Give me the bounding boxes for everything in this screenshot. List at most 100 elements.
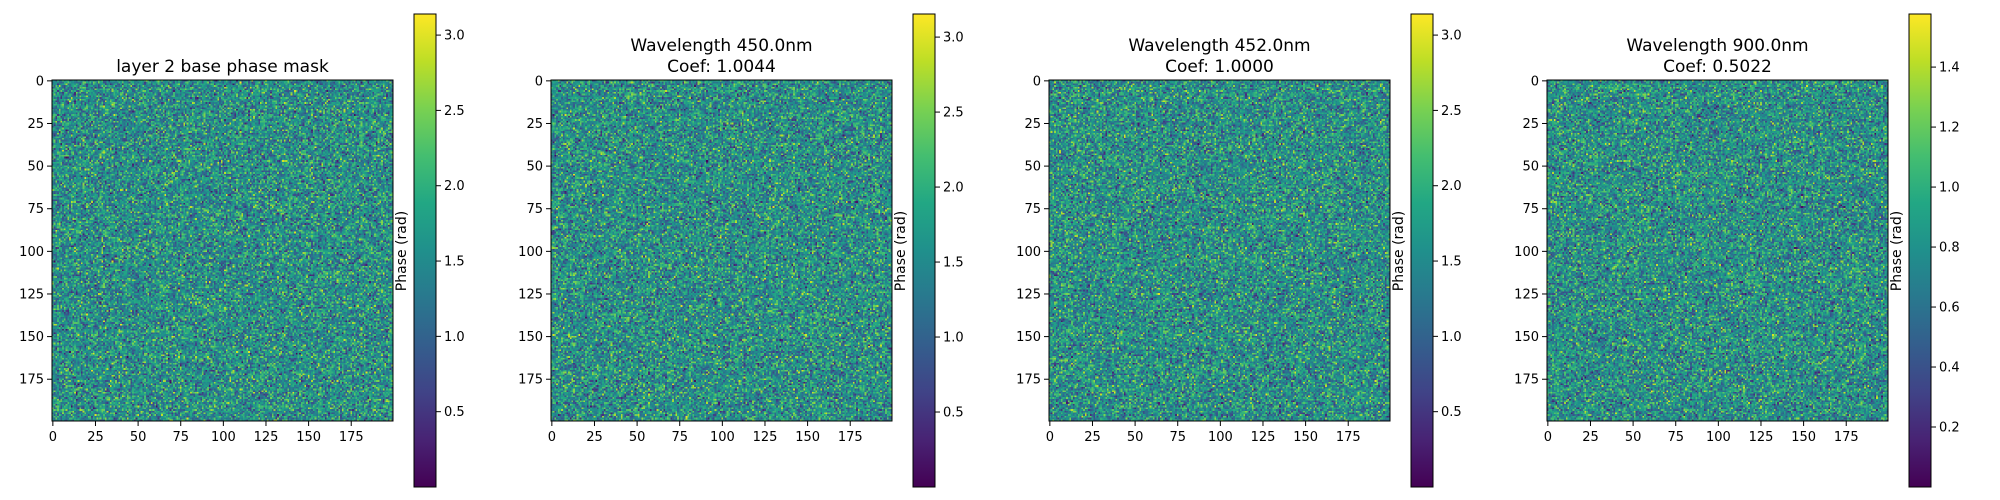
subplot-title: Wavelength 450.0nm xyxy=(630,36,812,56)
y-tick-label: 150 xyxy=(518,330,543,345)
y-tick-label: 100 xyxy=(518,245,543,260)
phase-heatmap xyxy=(551,80,892,421)
colorbar-tick-label: 2.0 xyxy=(444,179,465,194)
colorbar-tick-label: 1.4 xyxy=(1939,61,1960,76)
colorbar-tick-label: 1.0 xyxy=(444,330,465,345)
colorbar-tick-label: 3.0 xyxy=(1441,29,1462,44)
x-tick-label: 125 xyxy=(1749,430,1774,445)
plot-frame xyxy=(1546,79,1889,422)
y-tick-label: 100 xyxy=(1016,245,1041,260)
x-tick-label: 25 xyxy=(586,430,603,445)
subplot-1: layer 2 base phase mask 0 25 50 75 100 125 150 1… xyxy=(19,13,465,488)
x-tick-label: 175 xyxy=(339,430,364,445)
x-tick-label: 75 xyxy=(172,430,189,445)
y-tick-label: 25 xyxy=(1024,117,1041,132)
y-tick-label: 0 xyxy=(535,74,543,89)
x-tick-label: 0 xyxy=(1046,430,1054,445)
colorbar-tick-label: 2.0 xyxy=(943,181,964,196)
y-tick-label: 0 xyxy=(36,74,44,89)
plot-frame xyxy=(51,79,394,422)
y-tick-label: 75 xyxy=(526,202,543,217)
colorbar-frame xyxy=(413,13,437,488)
colorbar-tick-label: 1.5 xyxy=(943,256,964,271)
y-tick-label: 100 xyxy=(1514,245,1539,260)
x-tick-label: 100 xyxy=(211,430,236,445)
colorbar xyxy=(913,14,935,487)
colorbar-tick-label: 3.0 xyxy=(943,31,964,46)
colorbar-tick-label: 2.5 xyxy=(1441,104,1462,119)
y-tick-label: 75 xyxy=(1024,202,1041,217)
colorbar-label: Phase (rad) xyxy=(394,211,410,291)
x-tick-label: 175 xyxy=(1834,430,1859,445)
subplot-title: Coef: 1.0000 xyxy=(1165,57,1274,77)
colorbar-label: Phase (rad) xyxy=(1391,211,1407,291)
y-tick-label: 175 xyxy=(518,373,543,388)
colorbar-tick-label: 1.0 xyxy=(943,331,964,346)
colorbar-tick-label: 1.0 xyxy=(1939,181,1960,196)
colorbar-tick-label: 0.5 xyxy=(943,406,964,421)
colorbar-tick-label: 0.4 xyxy=(1939,361,1960,376)
colorbar-tick-label: 0.5 xyxy=(1441,405,1462,420)
y-tick-label: 0 xyxy=(1531,74,1539,89)
y-tick-label: 75 xyxy=(1522,202,1539,217)
colorbar-tick-label: 0.5 xyxy=(444,405,465,420)
colorbar-tick-label: 1.5 xyxy=(444,255,465,270)
x-tick-label: 50 xyxy=(1127,430,1144,445)
colorbar-frame xyxy=(912,13,936,488)
x-tick-label: 50 xyxy=(130,430,147,445)
colorbar-tick-label: 1.0 xyxy=(1441,330,1462,345)
colorbar-tick-label: 2.0 xyxy=(1441,179,1462,194)
y-tick-label: 125 xyxy=(1514,287,1539,302)
x-tick-label: 0 xyxy=(548,430,556,445)
subplot-title: Coef: 0.5022 xyxy=(1663,57,1772,77)
x-tick-label: 75 xyxy=(1667,430,1684,445)
subplot-title: layer 2 base phase mask xyxy=(116,57,329,77)
y-tick-label: 150 xyxy=(19,330,44,345)
x-tick-label: 125 xyxy=(753,430,778,445)
x-tick-label: 175 xyxy=(1336,430,1361,445)
x-tick-label: 150 xyxy=(795,430,820,445)
colorbar-tick-label: 3.0 xyxy=(444,29,465,44)
x-tick-label: 25 xyxy=(1582,430,1599,445)
x-tick-label: 100 xyxy=(710,430,735,445)
x-tick-label: 50 xyxy=(629,430,646,445)
subplot-title: Coef: 1.0044 xyxy=(667,57,776,77)
x-tick-label: 100 xyxy=(1208,430,1233,445)
colorbar-tick-label: 1.5 xyxy=(1441,255,1462,270)
colorbar xyxy=(1411,14,1433,487)
subplot-title: Wavelength 452.0nm xyxy=(1128,36,1310,56)
x-tick-label: 0 xyxy=(49,430,57,445)
y-tick-label: 25 xyxy=(27,117,44,132)
y-tick-label: 125 xyxy=(1016,287,1041,302)
y-tick-label: 75 xyxy=(27,202,44,217)
phase-heatmap xyxy=(52,80,393,421)
y-tick-label: 175 xyxy=(1016,373,1041,388)
y-tick-label: 150 xyxy=(1016,330,1041,345)
colorbar-tick-label: 0.2 xyxy=(1939,421,1960,436)
x-tick-label: 150 xyxy=(296,430,321,445)
y-tick-label: 125 xyxy=(518,287,543,302)
colorbar-label: Phase (rad) xyxy=(893,211,909,291)
y-tick-label: 50 xyxy=(27,160,44,175)
y-tick-label: 150 xyxy=(1514,330,1539,345)
y-tick-label: 100 xyxy=(19,245,44,260)
x-tick-label: 0 xyxy=(1544,430,1552,445)
x-tick-label: 25 xyxy=(1084,430,1101,445)
colorbar-tick-label: 1.2 xyxy=(1939,121,1960,136)
subplot-title: Wavelength 900.0nm xyxy=(1626,36,1808,56)
y-tick-label: 25 xyxy=(526,117,543,132)
x-tick-label: 125 xyxy=(254,430,279,445)
x-tick-label: 25 xyxy=(87,430,104,445)
x-tick-label: 150 xyxy=(1791,430,1816,445)
y-tick-label: 50 xyxy=(1522,160,1539,175)
x-tick-label: 75 xyxy=(671,430,688,445)
x-tick-label: 150 xyxy=(1293,430,1318,445)
colorbar-tick-label: 0.6 xyxy=(1939,301,1960,316)
y-tick-label: 25 xyxy=(1522,117,1539,132)
colorbar-frame xyxy=(1410,13,1434,488)
y-tick-label: 0 xyxy=(1033,74,1041,89)
